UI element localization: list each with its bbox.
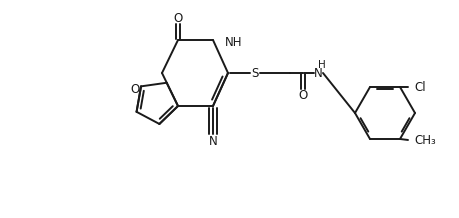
Text: Cl: Cl <box>414 80 425 94</box>
Text: NH: NH <box>225 36 242 48</box>
Text: H: H <box>318 60 326 70</box>
Text: N: N <box>313 66 322 80</box>
Text: O: O <box>298 89 308 102</box>
Text: S: S <box>252 66 259 80</box>
Text: N: N <box>209 135 218 148</box>
Text: O: O <box>130 83 140 96</box>
Text: O: O <box>174 12 183 24</box>
Text: CH₃: CH₃ <box>414 135 436 148</box>
